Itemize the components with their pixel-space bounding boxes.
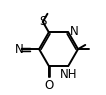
Text: NH: NH xyxy=(60,68,77,81)
Text: S: S xyxy=(40,15,47,28)
Text: N: N xyxy=(15,43,24,56)
Text: O: O xyxy=(44,79,53,92)
Text: N: N xyxy=(70,25,79,38)
